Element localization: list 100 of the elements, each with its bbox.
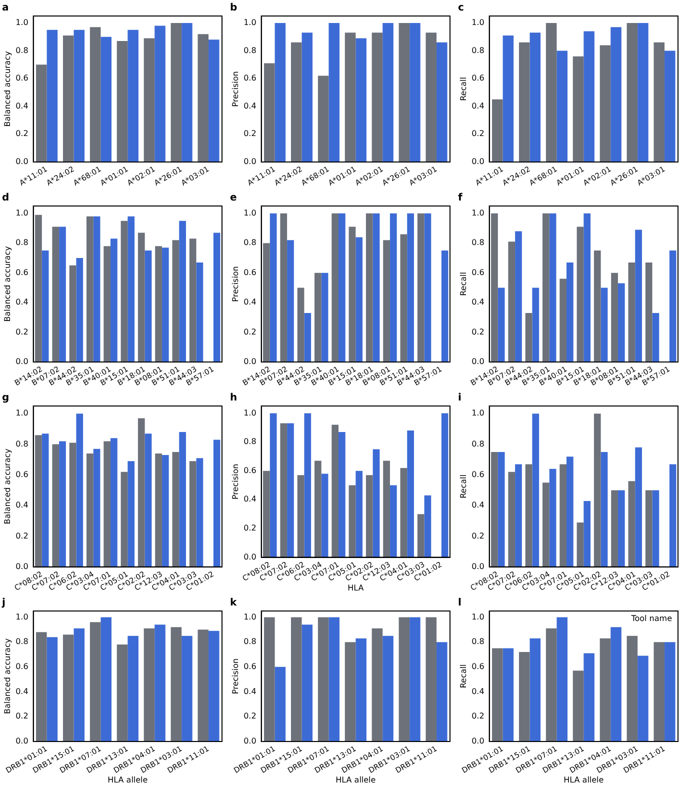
y-tick-label: 0.0 — [244, 157, 256, 166]
bar — [356, 237, 363, 362]
bar — [515, 231, 522, 362]
bar — [287, 423, 294, 558]
y-axis-title: Recall — [458, 474, 468, 498]
y-tick-label: 0.6 — [16, 470, 28, 480]
bar — [366, 475, 373, 558]
bar — [264, 617, 275, 742]
bar — [116, 644, 128, 742]
bar — [274, 666, 286, 742]
bar — [638, 656, 648, 742]
bar — [546, 628, 557, 742]
y-tick-label: 1.0 — [244, 612, 256, 622]
y-tick-label: 1.0 — [244, 18, 256, 28]
y-tick-label: 0.0 — [472, 736, 484, 746]
bar — [584, 653, 594, 742]
bar — [314, 272, 322, 362]
bar — [155, 246, 162, 362]
y-tick-label: 0.4 — [16, 500, 28, 510]
y-axis-title: Recall — [458, 272, 468, 296]
bar — [144, 628, 155, 742]
bar — [318, 617, 329, 742]
bar — [302, 624, 313, 742]
y-tick-label: 0.4 — [244, 686, 256, 696]
bar — [424, 495, 432, 558]
bar — [104, 246, 111, 362]
bar — [498, 452, 505, 567]
y-tick-label: 0.4 — [472, 686, 484, 696]
bar — [611, 490, 618, 567]
bar — [304, 413, 312, 558]
bar — [35, 435, 42, 567]
y-tick-label: 0.4 — [472, 500, 484, 510]
bar — [179, 220, 186, 362]
y-tick-label: 0.8 — [472, 46, 484, 55]
bar — [213, 232, 220, 362]
bar — [436, 42, 448, 162]
bar — [542, 213, 550, 362]
bar — [198, 34, 209, 162]
y-tick-label: 1.0 — [472, 408, 484, 418]
bar — [549, 468, 556, 567]
y-tick-label: 0.4 — [16, 686, 28, 696]
bar — [426, 617, 437, 742]
y-axis-title: Balanced accuracy — [2, 50, 12, 127]
bar — [328, 22, 340, 162]
bar — [669, 250, 676, 362]
bar — [652, 490, 660, 567]
bar — [162, 455, 169, 567]
bar — [654, 42, 665, 162]
bar — [120, 220, 128, 362]
bar — [179, 432, 186, 567]
y-tick-label: 0.4 — [244, 298, 256, 307]
bar — [372, 628, 383, 742]
bar — [74, 628, 85, 742]
y-tick-label: 0.4 — [472, 101, 484, 110]
bar — [52, 226, 60, 362]
chart-title: l — [458, 598, 462, 609]
bar — [618, 490, 625, 567]
bar — [270, 413, 277, 558]
y-tick-label: 0.2 — [16, 129, 28, 138]
bar — [366, 213, 373, 362]
chart-title: b — [230, 2, 238, 14]
bar — [654, 642, 665, 742]
y-tick-label: 0.0 — [244, 552, 256, 562]
y-tick-label: 0.0 — [16, 357, 28, 366]
bar — [417, 514, 424, 558]
bar — [93, 448, 100, 567]
x-axis-title: HLA allele — [564, 775, 604, 784]
y-axis-title: Balanced accuracy — [2, 246, 12, 322]
bar — [100, 36, 112, 162]
bar — [407, 213, 414, 362]
bar — [549, 213, 556, 362]
bar — [62, 35, 74, 162]
bar — [645, 490, 652, 567]
bar — [508, 472, 516, 567]
bar — [530, 638, 541, 742]
bar — [128, 30, 138, 162]
bar — [492, 648, 503, 742]
bar — [144, 434, 152, 567]
y-tick-label: 0.8 — [16, 439, 28, 448]
y-tick-label: 0.6 — [16, 662, 28, 671]
bar — [36, 64, 47, 162]
y-tick-label: 0.2 — [472, 327, 484, 336]
bar — [611, 272, 618, 362]
bar — [600, 288, 608, 362]
chart-title: a — [2, 2, 9, 14]
bar — [638, 22, 648, 162]
bar — [600, 638, 611, 742]
bar — [383, 460, 390, 558]
bar — [560, 464, 567, 567]
chart-title: g — [2, 392, 10, 404]
bar — [400, 468, 408, 558]
bar — [42, 250, 49, 362]
bar — [498, 288, 505, 362]
y-tick-label: 1.0 — [16, 18, 28, 28]
bar — [572, 56, 584, 162]
bar — [576, 226, 584, 362]
y-axis-title: Precision — [230, 71, 240, 107]
bar — [492, 99, 503, 162]
bar — [36, 632, 47, 742]
bar — [372, 32, 383, 162]
